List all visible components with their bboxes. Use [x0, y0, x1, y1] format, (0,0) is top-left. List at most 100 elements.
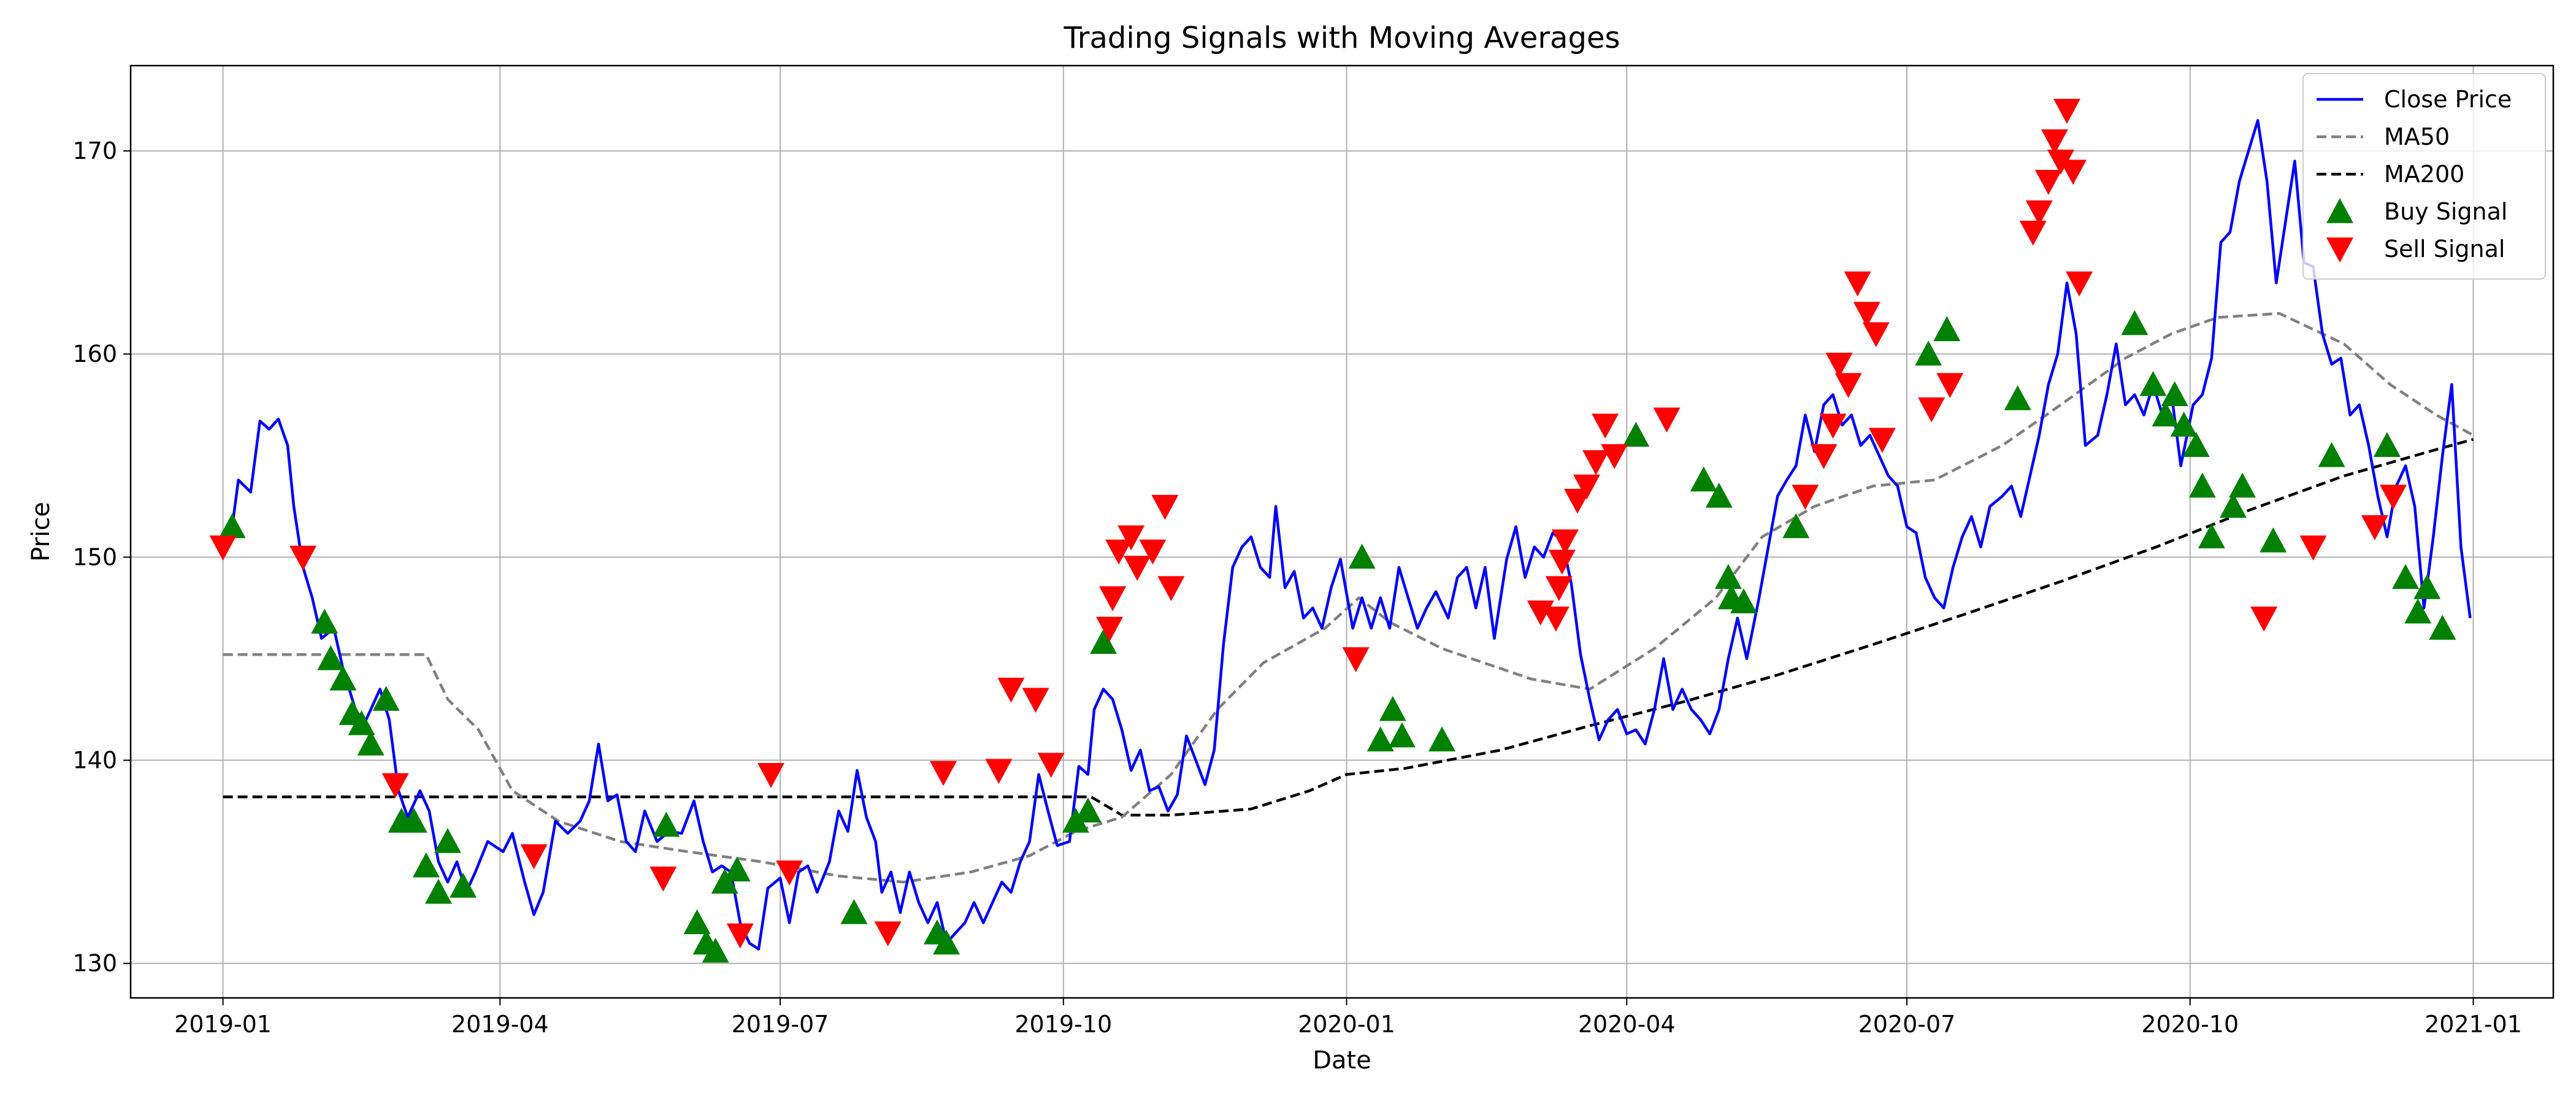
sell-signal-marker [1022, 688, 1049, 713]
sell-signal-marker [1542, 607, 1570, 632]
sell-signal-marker [1601, 444, 1628, 469]
x-tick-label: 2020-10 [2141, 1011, 2239, 1038]
buy-signal-marker [317, 645, 345, 670]
sell-signal-marker [1868, 427, 1896, 453]
buy-signal-marker [933, 929, 960, 955]
sell-signal-marker [2250, 607, 2278, 632]
buy-signal-marker [2392, 564, 2420, 589]
sell-signal-marker [1936, 373, 1964, 398]
sell-signal-marker [2019, 220, 2047, 246]
sell-signal-marker [1037, 753, 1065, 778]
buy-signal-marker [2260, 527, 2287, 553]
legend-label: MA200 [2384, 161, 2464, 188]
buy-signal-marker [450, 872, 477, 898]
buy-signal-marker [1062, 807, 1089, 833]
sell-signal-marker [2034, 170, 2062, 195]
buy-signal-marker [2373, 432, 2401, 457]
sell-signal-marker [1545, 576, 1573, 602]
sell-signal-marker [2299, 535, 2327, 561]
x-tick-label: 2020-01 [1298, 1011, 1395, 1038]
sell-signal-marker [2025, 200, 2053, 226]
buy-signal-marker [2121, 310, 2149, 335]
sell-signal-marker [997, 677, 1025, 703]
chart-title: Trading Signals with Moving Averages [1064, 21, 1620, 55]
x-tick-label: 2020-04 [1578, 1011, 1676, 1038]
sell-signal-marker [2066, 271, 2093, 297]
legend-label: MA50 [2384, 123, 2450, 150]
buy-signal-marker [2229, 472, 2256, 498]
buy-signal-marker [2429, 615, 2456, 640]
buy-signal-marker [2404, 598, 2432, 624]
buy-signal-marker [1090, 629, 1117, 654]
buy-signal-marker [1622, 421, 1650, 447]
x-tick-label: 2021-01 [2425, 1011, 2522, 1038]
buy-signal-marker [1714, 564, 1742, 589]
buy-signal-marker [702, 937, 729, 963]
sell-signal-marker [289, 545, 317, 571]
sell-signal-marker [1342, 647, 1370, 672]
sell-signal-marker [2053, 99, 2080, 124]
legend: Close Price MA50 MA200 Buy Signal Sell Signa… [2302, 73, 2546, 280]
sell-signal-marker [209, 535, 237, 561]
buy-signal-marker [348, 710, 375, 735]
buy-signal-marker [2139, 370, 2167, 396]
legend-label: Sell Signal [2384, 236, 2505, 263]
sell-signal-marker [1792, 485, 1819, 510]
sell-signal-marker [1139, 539, 1167, 565]
buy-signal-marker [723, 856, 751, 882]
sell-signal-marker [2361, 515, 2388, 540]
buy-signal-marker [1690, 466, 1717, 492]
sell-signal-marker [930, 761, 957, 786]
sell-signal-marker [1124, 556, 1151, 581]
signal-markers [209, 99, 2456, 963]
sell-signal-marker [1825, 353, 1853, 378]
buy-signal-marker [412, 852, 440, 878]
buy-signal-marker [2220, 493, 2247, 518]
sell-signal-marker [1099, 586, 1127, 611]
x-tick-label: 2019-07 [732, 1011, 829, 1038]
buy-signal-marker [840, 899, 868, 924]
buy-signal-marker [329, 665, 357, 691]
sell-signal-marker [1834, 373, 1862, 398]
sell-signal-marker [1844, 271, 1871, 297]
legend-label: Buy Signal [2384, 198, 2507, 225]
buy-signal-marker [400, 807, 427, 833]
buy-signal-marker [1074, 797, 1102, 823]
sell-signal-marker [985, 759, 1013, 784]
sell-signal-marker [1105, 539, 1133, 565]
legend-marker-swatch [2326, 198, 2353, 223]
sell-signal-marker [1573, 474, 1601, 500]
buy-signal-marker [1782, 513, 1810, 539]
sell-signal-marker [520, 844, 548, 870]
buy-signal-marker [424, 878, 452, 904]
legend-marker-swatch [2326, 237, 2353, 263]
buy-signal-marker [1915, 340, 1942, 366]
sell-signal-marker [2047, 149, 2074, 175]
x-tick-label: 2020-07 [1858, 1011, 1956, 1038]
buy-signal-marker [218, 513, 246, 539]
buy-signal-marker [2161, 381, 2188, 407]
y-tick-label: 170 [72, 137, 117, 164]
plot-frame [129, 64, 2555, 999]
buy-signal-marker [2198, 523, 2225, 548]
ma200-line [223, 438, 2474, 817]
x-axis-title: Date [1313, 1046, 1371, 1075]
sell-signal-marker [650, 866, 677, 892]
buy-signal-marker [2004, 385, 2031, 410]
y-tick-label: 160 [72, 340, 117, 367]
axis-ticks: 2019-01 2019-04 2019-07 2019-10 2020-01 2020-… [72, 137, 2521, 1038]
buy-signal-marker [2182, 432, 2210, 457]
sell-signal-marker [1563, 488, 1591, 514]
buy-signal-marker [1348, 543, 1376, 569]
ma50-line [223, 312, 2474, 884]
buy-signal-marker [653, 811, 680, 837]
sell-signal-marker [1819, 413, 1847, 439]
buy-signal-marker [1730, 588, 1757, 613]
buy-signal-marker [1367, 726, 1394, 752]
gridlines [131, 66, 2553, 998]
series-lines [221, 119, 2474, 951]
sell-signal-marker [1117, 525, 1145, 551]
sell-signal-marker [1548, 550, 1576, 575]
buy-signal-marker [1428, 726, 1456, 752]
sell-signal-marker [2380, 485, 2407, 510]
